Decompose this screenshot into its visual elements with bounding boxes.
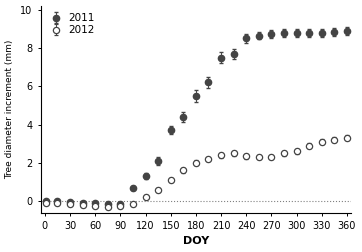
- Y-axis label: Tree diameter increment (mm): Tree diameter increment (mm): [5, 40, 14, 179]
- X-axis label: DOY: DOY: [183, 236, 209, 246]
- Legend: 2011, 2012: 2011, 2012: [46, 11, 96, 37]
